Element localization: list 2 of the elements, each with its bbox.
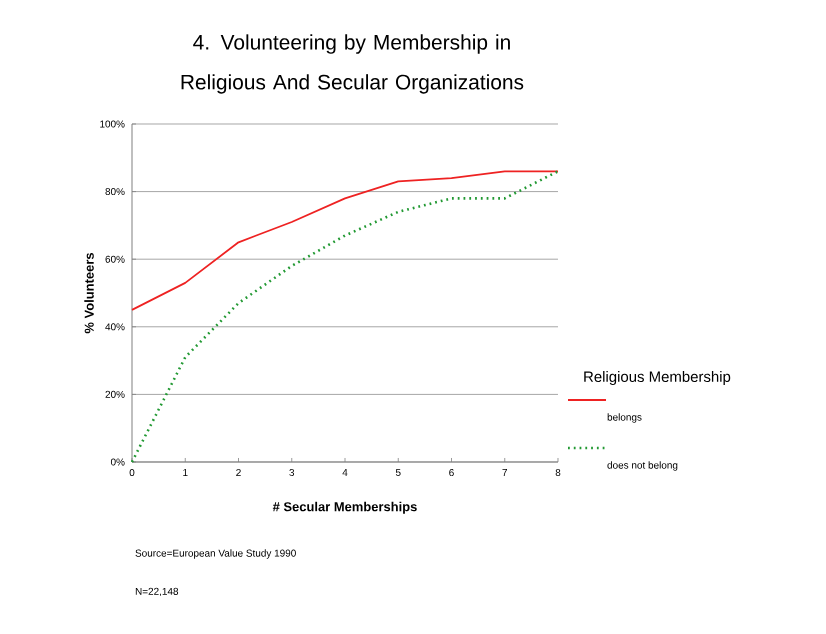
line-series: [131, 170, 559, 311]
chart-title: 4. Volunteering by Membership in Religious And Secular Organizations: [181, 34, 524, 94]
